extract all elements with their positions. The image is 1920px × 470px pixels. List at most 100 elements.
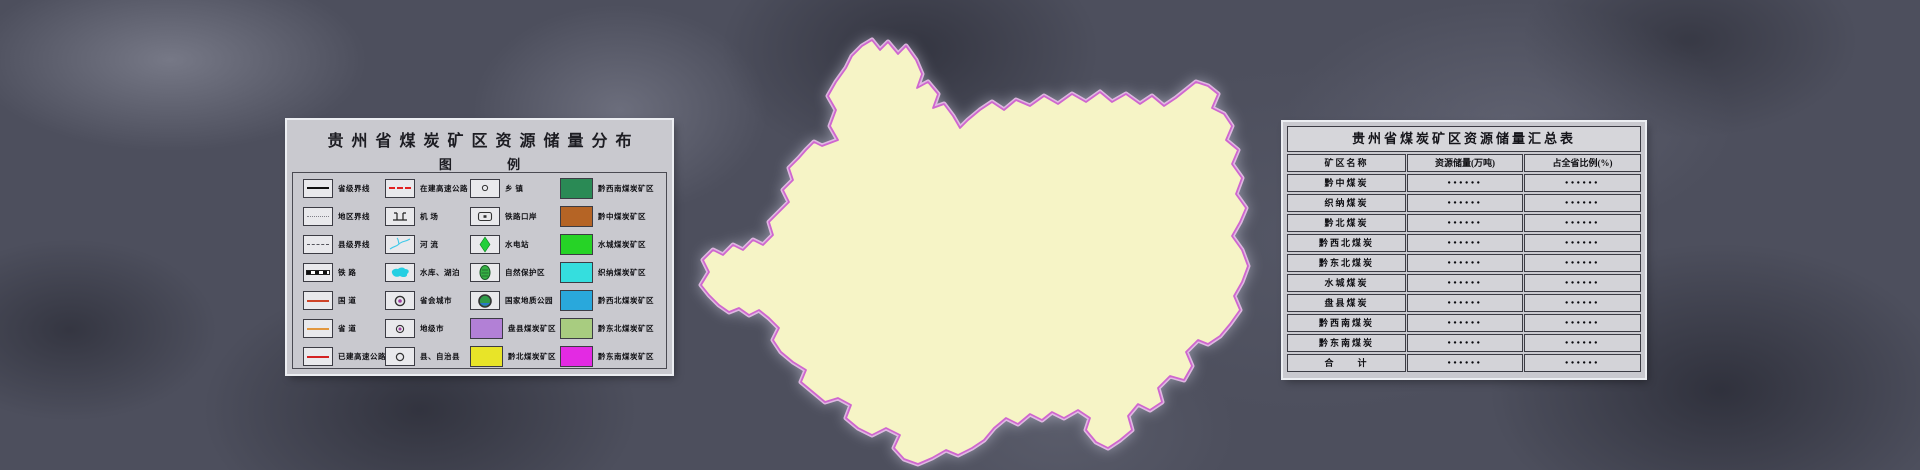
table-title: 贵州省煤炭矿区资源储量汇总表: [1287, 126, 1641, 152]
table-row: 黔中煤炭 ●●●●●● ●●●●●●: [1287, 174, 1641, 192]
mine-area-name-cell: 盘县煤炭: [1287, 294, 1406, 312]
share-value-cell: ●●●●●●: [1524, 194, 1641, 212]
legend-label: 黔西南煤炭矿区: [598, 183, 654, 193]
legend-item: 自然保护区: [470, 259, 545, 287]
legend-label: 国家地质公园: [505, 296, 553, 306]
legend-label: 省级界线: [338, 183, 370, 193]
legend-label: 织纳煤炭矿区: [598, 268, 646, 277]
legend-label: 国 道: [338, 296, 357, 306]
mine-area-name-cell: 合 计: [1287, 354, 1406, 372]
nature-reserve-symbol: [470, 263, 500, 282]
legend-item: 铁路口岸: [470, 202, 537, 230]
airport-symbol: [385, 206, 415, 226]
share-value-cell: ●●●●●●: [1524, 314, 1641, 332]
mine-area-name-cell: 织纳煤炭: [1287, 194, 1406, 212]
capital-city-symbol: [385, 291, 415, 311]
legend-label: 水电站: [505, 239, 529, 249]
legend-item: 在建高速公路: [385, 174, 468, 202]
legend-item: 水库、湖泊: [385, 259, 460, 287]
legend-item: 织纳煤炭矿区: [560, 259, 646, 287]
legend-swatch: [560, 346, 593, 368]
table-header-cell: 矿区名称: [1287, 154, 1406, 172]
table-row: 盘县煤炭 ●●●●●● ●●●●●●: [1287, 294, 1641, 312]
legend-label: 县、自治县: [420, 352, 460, 362]
lake-symbol: [385, 263, 415, 282]
geopark-symbol: [470, 291, 500, 311]
legend-label: 黔北煤炭矿区: [508, 352, 556, 362]
legend-item: 黔西南煤炭矿区: [560, 174, 654, 202]
table-header-cell: 资源储量(万吨): [1407, 154, 1523, 172]
reserve-value-cell: ●●●●●●: [1407, 274, 1523, 292]
built-expressway-line: [303, 347, 333, 367]
table-row: 黔西南煤炭 ●●●●●● ●●●●●●: [1287, 314, 1641, 332]
share-value-cell: ●●●●●●: [1524, 214, 1641, 232]
legend-subtitle: 图 例: [438, 157, 547, 172]
summary-table-panel: 贵州省煤炭矿区资源储量汇总表 矿区名称 资源储量(万吨) 占全省比例(%) 黔中煤炭 ●…: [1283, 122, 1645, 378]
legend-item: 地级市: [385, 315, 444, 343]
legend-item: 水电站: [470, 230, 529, 258]
national-road-line: [303, 291, 333, 311]
reserve-value-cell: ●●●●●●: [1407, 214, 1523, 232]
county-city-symbol: [385, 347, 415, 367]
table-row: 黔西北煤炭 ●●●●●● ●●●●●●: [1287, 234, 1641, 252]
legend-label: 地区界线: [338, 211, 370, 221]
legend-title: 贵州省煤炭矿区资源储量分布: [327, 133, 640, 150]
legend-label: 河 流: [420, 239, 439, 249]
table-header-cell: 占全省比例(%): [1524, 154, 1641, 172]
prefecture-city-symbol: [385, 319, 415, 339]
legend-swatch: [560, 233, 593, 255]
legend-item: 地区界线: [303, 202, 370, 230]
reserve-value-cell: ●●●●●●: [1407, 234, 1523, 252]
guizhou-coal-map: [645, 18, 1260, 468]
legend-swatch: [560, 177, 593, 199]
legend-item: 乡 镇: [470, 174, 523, 202]
legend-item: 机 场: [385, 202, 438, 230]
legend-swatch: [560, 262, 593, 283]
legend-label: 地级市: [420, 324, 444, 334]
legend-grid: 省级界线 在建高速公路 乡 镇 黔西南煤炭矿区 地区界线 机 场 铁路口岸 黔中煤炭矿区 县级界…: [292, 172, 667, 369]
legend-label: 已建高速公路: [338, 352, 386, 362]
region-boundary-line: [303, 206, 333, 226]
legend-swatch: [560, 318, 593, 340]
mine-area-name-cell: 黔西南煤炭: [1287, 314, 1406, 332]
legend-panel: 贵州省煤炭矿区资源储量分布 图 例 省级界线 在建高速公路 乡 镇 黔西南煤炭矿区地区…: [287, 120, 672, 374]
mine-area-name-cell: 黔北煤炭: [1287, 214, 1406, 232]
mine-area-name-cell: 黔东南煤炭: [1287, 334, 1406, 352]
legend-item: 黔北煤炭矿区: [470, 343, 556, 371]
summary-table: 矿区名称 资源储量(万吨) 占全省比例(%) 黔中煤炭 ●●●●●● ●●●●●● 织纳煤炭…: [1283, 154, 1645, 372]
legend-label: 省会城市: [420, 296, 452, 306]
mine-area-name-cell: 黔西北煤炭: [1287, 234, 1406, 252]
mine-area-name-cell: 黔中煤炭: [1287, 174, 1406, 192]
legend-label: 自然保护区: [505, 268, 545, 277]
legend-item: 河 流: [385, 230, 438, 258]
share-value-cell: ●●●●●●: [1524, 234, 1641, 252]
table-row: 黔东南煤炭 ●●●●●● ●●●●●●: [1287, 334, 1641, 352]
legend-label: 在建高速公路: [420, 183, 468, 193]
legend-item: 黔中煤炭矿区: [560, 202, 646, 230]
hydropower-station-symbol: [470, 234, 500, 254]
legend-item: 省级界线: [303, 174, 370, 202]
mine-area-name-cell: 水城煤炭: [1287, 274, 1406, 292]
reserve-value-cell: ●●●●●●: [1407, 174, 1523, 192]
legend-swatch: [560, 205, 593, 227]
reserve-value-cell: ●●●●●●: [1407, 354, 1523, 372]
legend-item: 黔东北煤炭矿区: [560, 315, 654, 343]
table-header-row: 矿区名称 资源储量(万吨) 占全省比例(%): [1287, 154, 1641, 172]
legend-item: 省 道: [303, 315, 356, 343]
legend-item: 盘县煤炭矿区: [470, 315, 556, 343]
table-row: 黔东北煤炭 ●●●●●● ●●●●●●: [1287, 254, 1641, 272]
reserve-value-cell: ●●●●●●: [1407, 194, 1523, 212]
legend-label: 水城煤炭矿区: [598, 239, 646, 249]
share-value-cell: ●●●●●●: [1524, 274, 1641, 292]
province-boundary-line: [303, 178, 333, 198]
river-symbol: [385, 234, 415, 254]
legend-item: 国家地质公园: [470, 287, 553, 315]
legend-label: 乡 镇: [505, 183, 524, 193]
reserve-value-cell: ●●●●●●: [1407, 334, 1523, 352]
legend-item: 铁 路: [303, 259, 356, 287]
table-row: 织纳煤炭 ●●●●●● ●●●●●●: [1287, 194, 1641, 212]
share-value-cell: ●●●●●●: [1524, 354, 1641, 372]
reserve-value-cell: ●●●●●●: [1407, 254, 1523, 272]
legend-label: 黔东北煤炭矿区: [598, 324, 654, 334]
